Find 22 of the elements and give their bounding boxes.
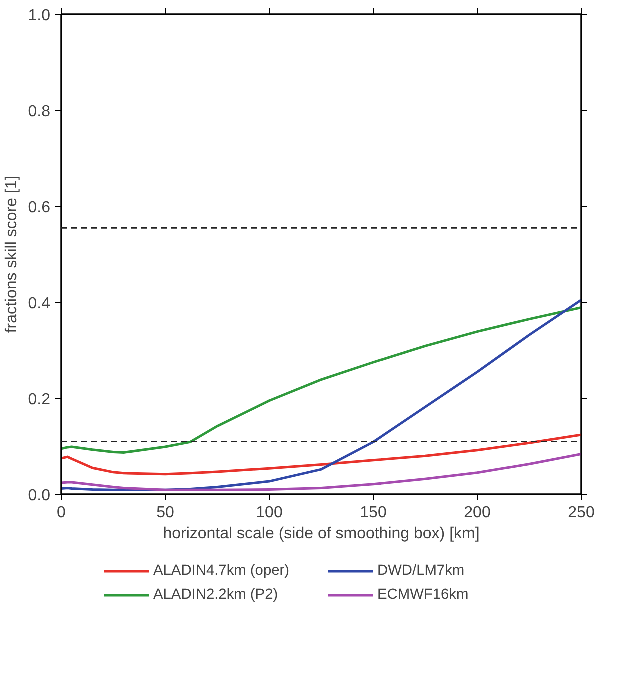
x-tick-label: 250 <box>568 504 595 522</box>
x-tick-label: 100 <box>256 504 283 522</box>
y-tick-label: 0.6 <box>28 200 51 216</box>
line-series <box>62 306 582 454</box>
line-series <box>62 298 582 492</box>
x-axis-title: horizontal scale (side of smoothing box) [km] <box>163 526 480 542</box>
y-tick-label: 0.4 <box>28 296 51 312</box>
legend-label: ALADIN4.7km (oper) <box>154 562 291 578</box>
legend-label: ALADIN2.2km (P2) <box>154 586 280 602</box>
line-series <box>62 434 582 476</box>
y-tick-label: 1.0 <box>28 8 51 24</box>
y-tick-label: 0.8 <box>28 104 51 120</box>
x-tick-label: 150 <box>360 504 387 522</box>
y-axis-title: fractions skill score [1] <box>3 176 20 334</box>
line-series <box>62 452 582 492</box>
legend-label: DWD/LM7km <box>378 562 466 578</box>
x-tick-label: 0 <box>57 504 66 522</box>
y-tick-label: 0.2 <box>28 392 51 408</box>
x-tick-label: 200 <box>464 504 491 522</box>
y-tick-label: 0.0 <box>28 488 51 504</box>
legend-label: ECMWF16km <box>378 586 470 602</box>
x-tick-label: 50 <box>156 504 174 522</box>
